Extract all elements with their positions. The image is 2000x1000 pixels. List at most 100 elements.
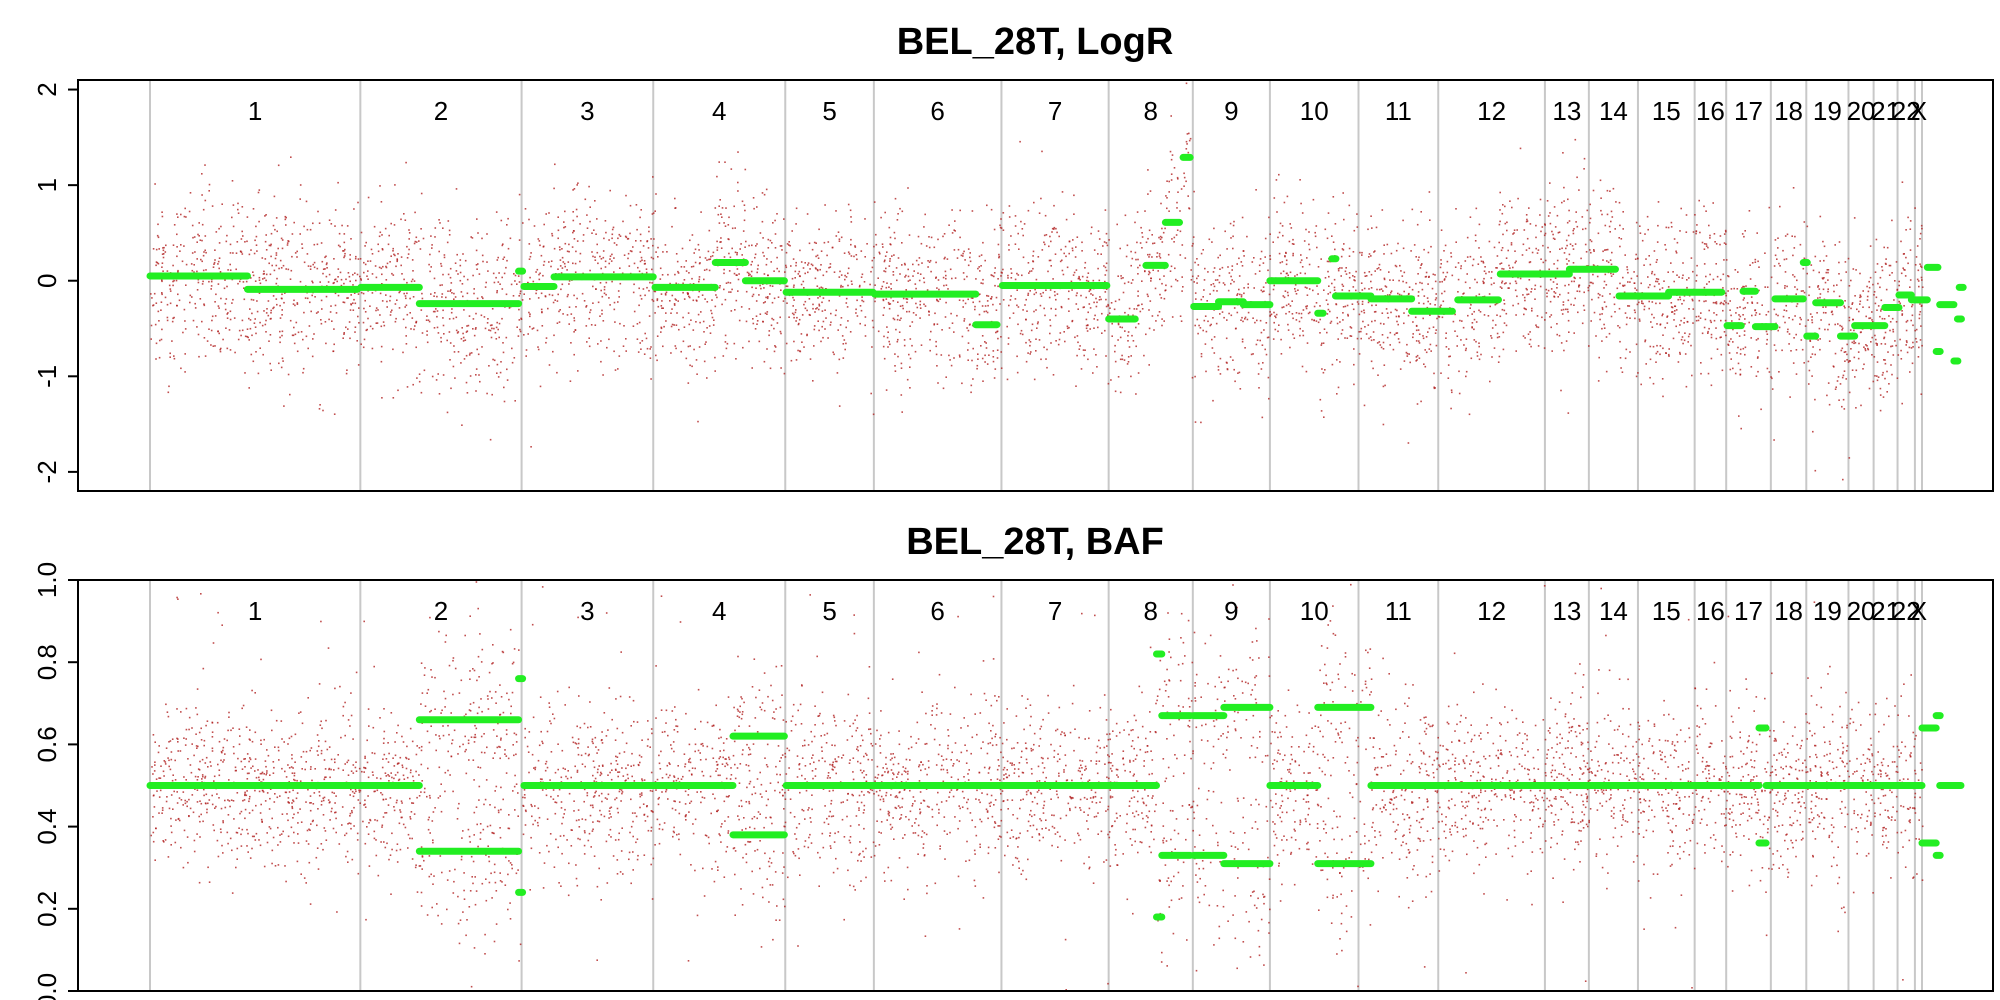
logr-data-point [650,346,652,348]
logr-data-point [1625,323,1628,326]
logr-data-point [884,255,887,257]
logr-data-point [1306,305,1308,307]
logr-data-point [1647,286,1650,289]
logr-data-point [1838,295,1841,298]
logr-data-point [484,286,487,288]
logr-data-point [1757,337,1759,340]
logr-data-point [963,250,965,253]
logr-data-point [1652,345,1655,348]
logr-data-point [1320,258,1322,260]
logr-data-point [1121,354,1123,357]
logr-data-point [1153,329,1155,331]
logr-data-point [448,234,451,236]
logr-data-point [1090,226,1093,229]
logr-data-point [413,328,415,331]
logr-data-point [1900,272,1903,275]
logr-data-point [1403,360,1406,362]
logr-data-point [1901,313,1904,315]
logr-data-point [278,362,280,365]
logr-data-point [703,360,706,363]
logr-data-point [1382,348,1385,350]
logr-data-point [158,248,160,250]
logr-data-point [468,315,471,317]
logr-data-point [1502,233,1504,236]
logr-data-point [601,309,603,312]
logr-data-point [623,325,625,327]
logr-data-point [753,207,755,210]
logr-data-point [1854,295,1856,297]
logr-data-point [996,349,999,351]
logr-data-point [529,298,531,300]
logr-data-point [1451,274,1454,277]
logr-data-point [1321,342,1323,345]
logr-data-point [820,340,822,343]
logr-data-point [1912,341,1914,344]
logr-data-point [158,356,161,359]
logr-data-point [394,303,397,305]
logr-data-point [1267,336,1270,339]
logr-data-point [1370,339,1373,342]
logr-data-point [1324,228,1327,231]
logr-data-point [1236,293,1239,295]
logr-data-point [1456,345,1458,347]
logr-data-point [431,375,434,378]
logr-data-point [678,328,680,331]
logr-data-point [1628,305,1631,307]
logr-data-point [906,378,909,381]
logr-data-point [1525,287,1528,290]
logr-data-point [1064,340,1066,343]
logr-data-point [835,235,838,237]
logr-data-point [1514,289,1517,292]
logr-data-point [1709,319,1712,322]
logr-data-point [1460,267,1462,270]
logr-data-point [779,316,781,319]
logr-data-point [995,296,998,299]
logr-data-point [1340,332,1343,335]
logr-data-point [1548,268,1550,271]
logr-data-point [652,212,655,214]
logr-data-point [489,329,492,332]
logr-data-point [1543,347,1546,349]
logr-data-point [1218,281,1221,284]
logr-data-point [1207,271,1209,273]
logr-data-point [899,273,901,275]
logr-data-point [1452,320,1455,323]
logr-data-point [480,314,483,317]
logr-data-point [1035,350,1037,352]
logr-data-point [1881,266,1883,268]
logr-data-point [967,359,969,361]
logr-data-point [880,216,882,219]
logr-data-point [349,258,351,261]
logr-data-point [1427,300,1429,303]
logr-data-point [1544,319,1546,321]
logr-data-point [1342,249,1345,251]
logr-data-point [1565,247,1567,250]
logr-data-point [1284,290,1287,292]
logr-data-point [1862,368,1864,370]
logr-data-point [411,259,414,261]
logr-data-point [1194,421,1197,423]
logr-data-point [1493,282,1495,284]
logr-data-point [1171,316,1174,318]
logr-data-point [527,333,529,335]
logr-data-point [1618,201,1621,204]
logr-data-point [897,338,899,341]
logr-data-point [1849,329,1852,331]
logr-data-point [1867,347,1869,350]
logr-data-point [474,328,477,330]
logr-data-point [924,213,926,216]
logr-data-point [613,350,615,353]
logr-data-point [960,254,963,257]
logr-data-point [159,339,161,342]
logr-data-point [436,295,438,298]
logr-data-point [1241,316,1243,319]
logr-data-point [554,299,556,301]
logr-data-point [1505,324,1508,327]
logr-data-point [573,294,575,297]
logr-data-point [594,200,596,202]
logr-data-point [1730,338,1732,340]
logr-data-point [535,289,538,292]
logr-data-point [1200,421,1202,424]
logr-data-point [1710,336,1713,339]
logr-data-point [793,340,795,343]
